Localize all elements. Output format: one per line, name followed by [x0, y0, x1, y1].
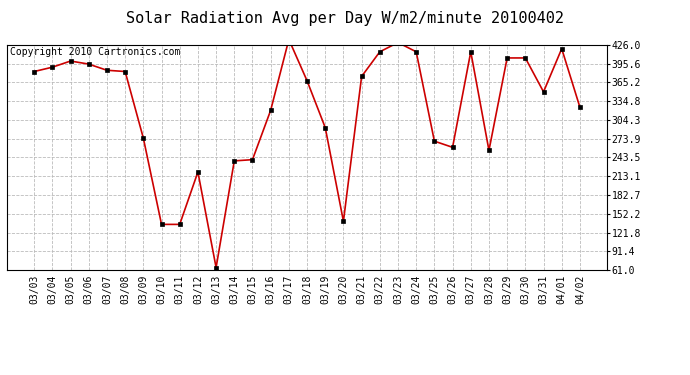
Text: Solar Radiation Avg per Day W/m2/minute 20100402: Solar Radiation Avg per Day W/m2/minute …: [126, 11, 564, 26]
Text: Copyright 2010 Cartronics.com: Copyright 2010 Cartronics.com: [10, 47, 180, 57]
